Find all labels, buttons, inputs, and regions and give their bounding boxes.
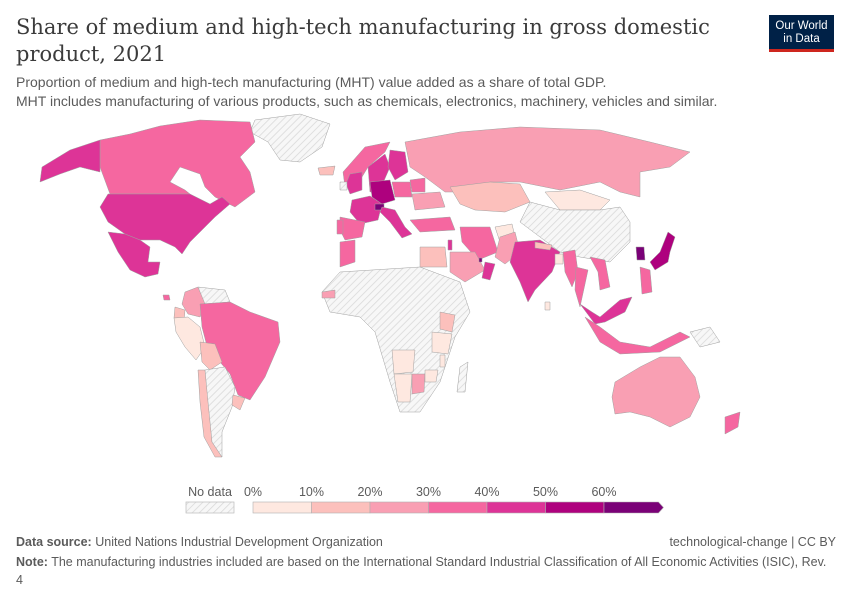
country-sri-lanka[interactable] [544, 301, 551, 311]
country-vietnam[interactable] [589, 256, 611, 291]
legend-no-data-label: No data [188, 485, 232, 499]
country-finland[interactable] [387, 149, 409, 181]
country-kenya[interactable] [439, 311, 456, 333]
country-zimbabwe[interactable] [424, 369, 439, 383]
chart-title: Share of medium and high-tech manufactur… [16, 15, 710, 66]
country-uruguay[interactable] [231, 394, 246, 411]
country-namibia[interactable] [393, 373, 413, 403]
country-russia[interactable] [404, 126, 691, 198]
legend-bin[interactable] [369, 501, 429, 514]
note-label: Note: [16, 555, 48, 569]
country-bolivia[interactable] [199, 341, 223, 371]
country-papua-new-guinea[interactable] [689, 326, 721, 348]
legend-bin[interactable] [252, 501, 312, 514]
country-costa-rica[interactable] [162, 294, 171, 301]
legend-bin[interactable] [545, 501, 605, 514]
data-source-text[interactable]: United Nations Industrial Development Or… [95, 535, 383, 549]
country-malaysia[interactable] [579, 296, 633, 325]
country-egypt[interactable] [419, 246, 448, 268]
country-saudi-arabia[interactable] [449, 251, 486, 283]
legend-tick-label: 0% [244, 485, 262, 499]
country-senegal[interactable] [321, 289, 336, 299]
subtitle-line-1: Proportion of medium and high-tech manuf… [16, 74, 607, 90]
country-madagascar[interactable] [456, 361, 469, 393]
country-ukraine[interactable] [411, 191, 446, 211]
country-france[interactable] [349, 195, 383, 225]
country-peru[interactable] [173, 316, 206, 361]
country-japan[interactable] [649, 231, 676, 271]
country-argentina[interactable] [204, 366, 236, 458]
legend-tick-label: 20% [357, 485, 382, 499]
legend-bin[interactable] [486, 501, 546, 514]
country-indonesia[interactable] [584, 316, 691, 355]
country-botswana[interactable] [411, 373, 426, 395]
country-israel[interactable] [447, 239, 453, 251]
country-united-states[interactable] [99, 193, 231, 255]
country-oman[interactable] [481, 261, 496, 281]
country-poland[interactable] [391, 181, 413, 198]
chart-subtitle: Proportion of medium and high-tech manuf… [16, 73, 796, 111]
legend-bin[interactable] [311, 501, 371, 514]
country-mongolia[interactable] [544, 189, 611, 211]
country-thailand[interactable] [574, 266, 589, 308]
subtitle-line-2: MHT includes manufacturing of various pr… [16, 93, 718, 109]
legend-bin[interactable] [603, 501, 664, 514]
country-nepal[interactable] [534, 241, 553, 251]
country-angola[interactable] [391, 349, 416, 375]
logo-line-2: in Data [783, 33, 820, 45]
country-mexico[interactable] [107, 231, 161, 278]
country-iran[interactable] [459, 226, 499, 261]
data-source-label: Data source: [16, 535, 92, 549]
legend-bin[interactable] [428, 501, 488, 514]
country-qatar[interactable] [478, 257, 483, 263]
note: Note: The manufacturing industries inclu… [16, 553, 836, 589]
country-philippines[interactable] [639, 266, 653, 295]
country-ireland[interactable] [339, 181, 348, 191]
country-malawi[interactable] [439, 354, 446, 368]
country-belarus[interactable] [409, 177, 426, 193]
country-india[interactable] [509, 239, 561, 303]
country-south-korea[interactable] [635, 246, 646, 261]
legend: No data 0% 10% 20% 30% 40% 50% 60% [185, 485, 664, 514]
world-map [39, 113, 741, 458]
country-turkey[interactable] [409, 216, 456, 233]
logo-line-1: Our World [775, 20, 828, 32]
country-china[interactable] [519, 201, 631, 263]
country-iceland[interactable] [317, 165, 336, 176]
country-greenland[interactable] [249, 113, 331, 163]
note-text: The manufacturing industries included ar… [16, 555, 827, 587]
country-new-zealand[interactable] [724, 411, 741, 435]
country-tanzania[interactable] [431, 331, 453, 355]
country-myanmar[interactable] [562, 249, 579, 288]
country-morocco[interactable] [339, 239, 356, 268]
country-portugal[interactable] [336, 219, 344, 235]
legend-no-data-swatch [185, 501, 235, 514]
legend-tick-label: 60% [591, 485, 616, 499]
legend-tick-label: 30% [416, 485, 441, 499]
footer: Data source: United Nations Industrial D… [16, 533, 836, 589]
legend-tick-label: 10% [299, 485, 324, 499]
owid-logo[interactable]: Our World in Data [769, 15, 834, 52]
country-australia[interactable] [611, 356, 701, 428]
legend-tick-label: 40% [474, 485, 499, 499]
country-italy[interactable] [379, 206, 413, 239]
country-bangladesh[interactable] [554, 253, 564, 265]
license-text[interactable]: technological-change | CC BY [669, 535, 836, 549]
country-germany[interactable] [369, 179, 396, 205]
country-kazakhstan[interactable] [449, 181, 531, 213]
country-alaska[interactable] [39, 139, 101, 183]
legend-tick-label: 50% [533, 485, 558, 499]
data-source: Data source: United Nations Industrial D… [16, 533, 383, 551]
